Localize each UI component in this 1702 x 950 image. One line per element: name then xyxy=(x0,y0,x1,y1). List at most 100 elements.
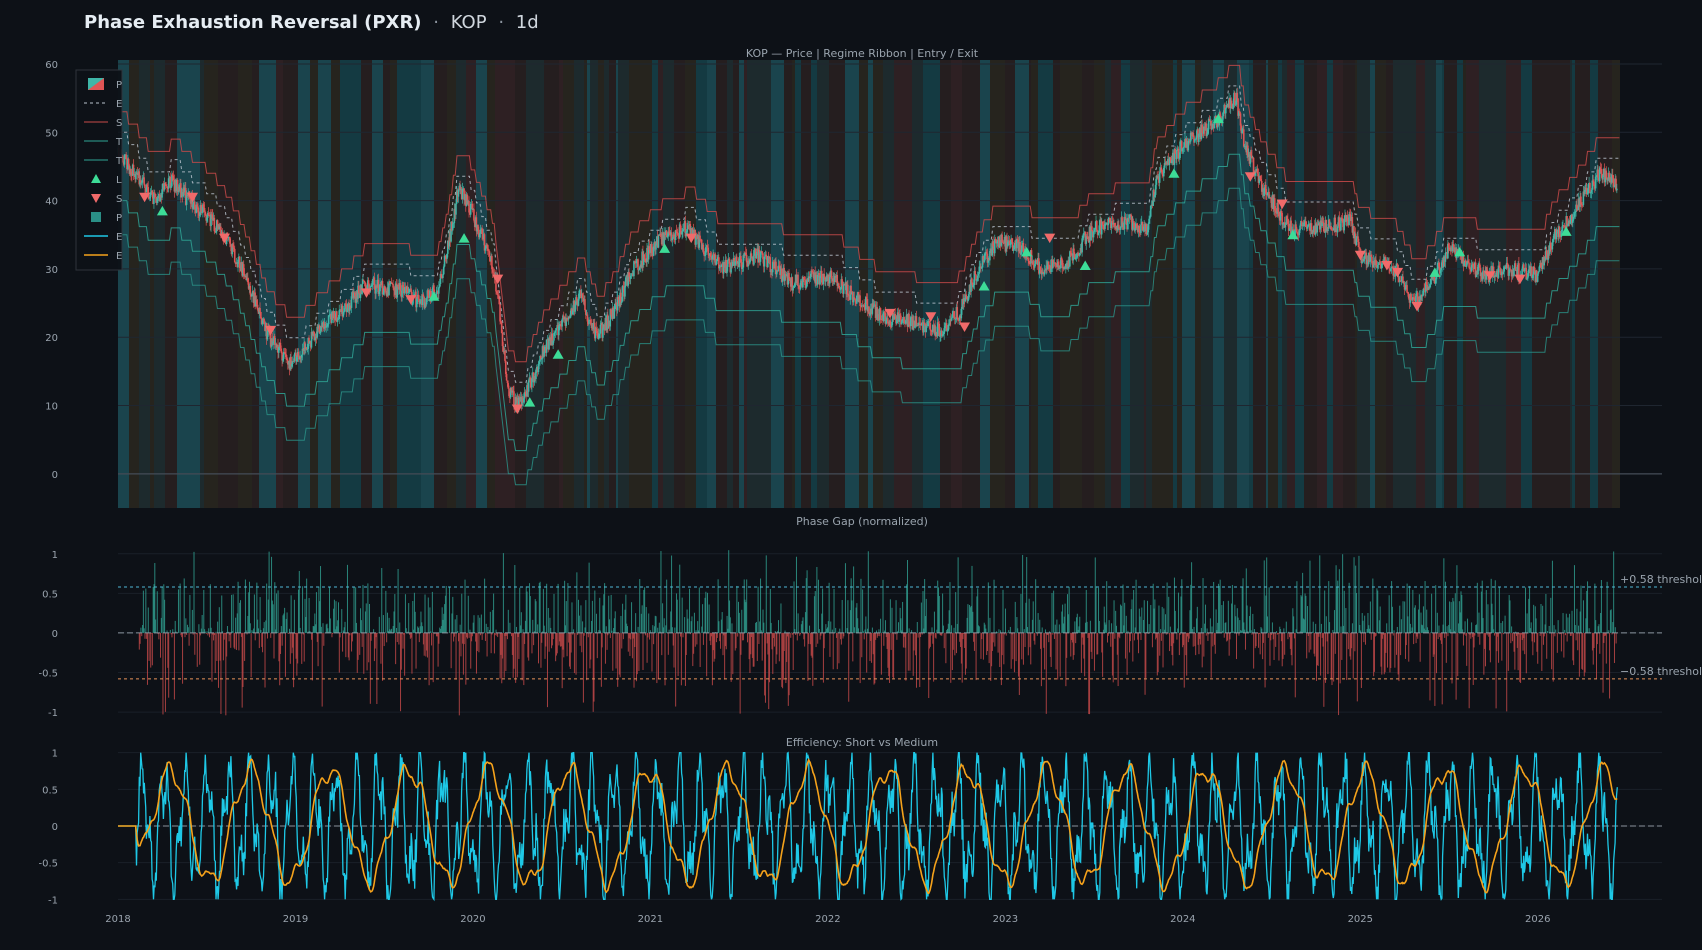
candle-body xyxy=(570,308,572,315)
short-entry-marker xyxy=(884,308,896,319)
candle-body xyxy=(1469,267,1471,269)
candle-body xyxy=(1455,248,1457,259)
candle-body xyxy=(837,283,839,286)
candle-body xyxy=(702,244,705,253)
candle-body xyxy=(603,324,606,331)
candle-body xyxy=(827,274,830,282)
candle-body xyxy=(1334,217,1337,232)
candle-body xyxy=(274,343,277,345)
candle-body xyxy=(288,361,291,370)
candle-body xyxy=(1571,215,1573,223)
candle-body xyxy=(139,180,141,185)
candle-body xyxy=(240,262,243,271)
ribbon-band xyxy=(513,60,515,508)
candle-body xyxy=(389,281,391,284)
candle-body xyxy=(511,390,514,393)
candle-body xyxy=(985,251,988,254)
candle-body xyxy=(1600,169,1603,174)
candle-body xyxy=(530,382,532,388)
candle-body xyxy=(769,257,772,273)
candle-body xyxy=(448,231,451,247)
candle-body xyxy=(1482,270,1484,280)
candle-body xyxy=(556,325,559,329)
candle-body xyxy=(616,296,619,311)
candle-body xyxy=(485,244,487,249)
candle-body xyxy=(491,256,493,270)
candle-body xyxy=(998,240,1001,248)
ribbon-band xyxy=(200,60,204,508)
candle-body xyxy=(509,388,512,398)
candle-body xyxy=(1083,232,1086,234)
candle-body xyxy=(962,299,964,305)
candle-body xyxy=(615,303,617,305)
ribbon-band xyxy=(129,60,139,508)
candle-body xyxy=(153,192,156,194)
candle-body xyxy=(1186,140,1189,151)
candle-body xyxy=(1185,140,1188,148)
candle-body xyxy=(343,311,345,313)
candle-body xyxy=(650,244,652,253)
candle-body xyxy=(336,319,339,322)
ribbon-band xyxy=(862,60,868,508)
candle-body xyxy=(1198,127,1201,134)
candle-body xyxy=(219,226,221,229)
candle-body xyxy=(170,186,172,188)
ribbon-band xyxy=(663,60,674,508)
candle-body xyxy=(1429,278,1432,285)
candle-body xyxy=(669,232,672,236)
candle-body xyxy=(1091,226,1093,232)
candle-body xyxy=(684,221,687,237)
candle-body xyxy=(447,240,449,254)
long-entry-marker xyxy=(1212,113,1224,124)
candle-body xyxy=(204,211,207,216)
candle-body xyxy=(473,220,476,227)
candle-body xyxy=(1404,287,1407,290)
candle-body xyxy=(1345,215,1347,222)
candle-body xyxy=(1004,237,1007,252)
candle-body xyxy=(1478,263,1480,265)
candle-body xyxy=(558,324,561,327)
candle-body xyxy=(1062,268,1065,270)
candle-body xyxy=(451,221,453,231)
ribbon-band xyxy=(1278,60,1282,508)
candle-body xyxy=(677,233,679,236)
candle-body xyxy=(546,338,549,340)
candle-body xyxy=(1549,242,1552,249)
candle-body xyxy=(454,208,456,215)
candle-body xyxy=(821,282,824,285)
candle-body xyxy=(1390,266,1393,269)
candle-body xyxy=(1039,267,1042,271)
candle-body xyxy=(856,295,858,304)
candle-body xyxy=(503,350,505,352)
candle-body xyxy=(518,397,520,410)
candle-body xyxy=(313,331,315,334)
candle-body xyxy=(184,187,187,205)
candle-body xyxy=(1594,176,1597,189)
candle-body xyxy=(1060,257,1063,261)
ribbon-band xyxy=(598,60,604,508)
candle-body xyxy=(1255,170,1257,172)
candle-body xyxy=(531,378,533,388)
ribbon-band xyxy=(928,60,940,508)
candle-body xyxy=(542,346,545,357)
candle-body xyxy=(924,324,927,333)
candle-body xyxy=(1615,178,1617,191)
candle-body xyxy=(1233,92,1235,105)
candle-body xyxy=(242,264,245,275)
candle-body xyxy=(982,256,985,263)
candle-body xyxy=(778,265,781,267)
candle-body xyxy=(751,257,754,259)
candle-body xyxy=(989,251,991,261)
candle-body xyxy=(560,324,563,327)
candle-body xyxy=(345,304,348,313)
candle-body xyxy=(1350,217,1353,221)
candle-body xyxy=(1563,226,1566,228)
candle-body xyxy=(398,283,401,290)
candle-body xyxy=(1420,294,1422,300)
candle-body xyxy=(1322,222,1325,232)
candle-body xyxy=(891,321,893,327)
candle-body xyxy=(1496,270,1498,276)
candle-body xyxy=(1425,281,1428,285)
candle-body xyxy=(932,324,935,332)
candle-body xyxy=(1375,259,1377,266)
